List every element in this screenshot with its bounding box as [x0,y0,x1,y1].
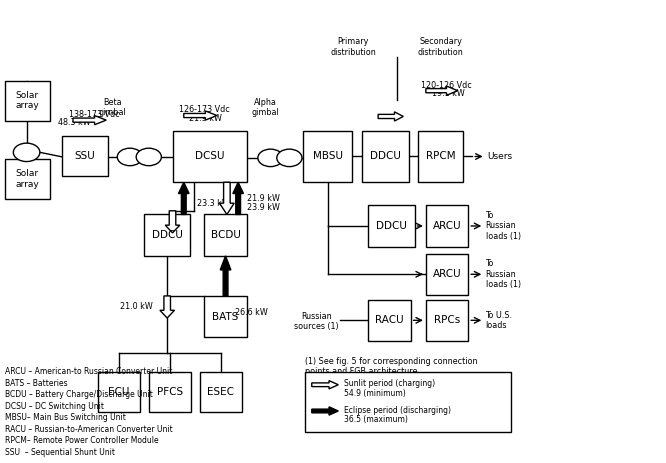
Text: DCSU: DCSU [195,151,224,162]
FancyBboxPatch shape [368,300,411,341]
Text: ECU: ECU [108,387,129,397]
FancyBboxPatch shape [368,205,414,247]
Text: To
Russian
loads (1): To Russian loads (1) [486,211,521,241]
Text: ESEC: ESEC [207,387,234,397]
Text: Alpha
gimbal: Alpha gimbal [252,98,279,117]
Text: BATS: BATS [212,312,238,322]
Text: RPCs: RPCs [434,315,460,325]
Text: Russian
sources (1): Russian sources (1) [294,312,339,331]
Text: DDCU: DDCU [152,230,182,240]
Text: MBSU– Main Bus Switching Unit: MBSU– Main Bus Switching Unit [5,413,126,422]
Text: 126-173 Vdc: 126-173 Vdc [179,105,230,114]
Text: RACU: RACU [375,315,404,325]
Polygon shape [220,182,234,214]
Text: 23.9 kW: 23.9 kW [247,203,280,212]
FancyBboxPatch shape [97,372,140,412]
Text: BATS – Batteries: BATS – Batteries [5,379,67,388]
Circle shape [277,149,302,167]
FancyBboxPatch shape [144,214,190,256]
FancyBboxPatch shape [5,159,50,199]
FancyBboxPatch shape [362,131,409,182]
Polygon shape [160,296,174,318]
Polygon shape [165,211,180,233]
Text: 48.3 kW: 48.3 kW [58,118,91,126]
Text: RACU – Russian-to-American Converter Unit: RACU – Russian-to-American Converter Uni… [5,425,172,434]
FancyBboxPatch shape [200,372,242,412]
Circle shape [258,149,283,167]
FancyBboxPatch shape [5,81,50,121]
Polygon shape [312,407,338,415]
Text: 54.9 (minimum): 54.9 (minimum) [344,388,406,398]
Text: DDCU: DDCU [370,151,401,162]
Circle shape [136,148,161,166]
FancyBboxPatch shape [303,131,352,182]
Text: PFCS: PFCS [157,387,183,397]
Polygon shape [378,112,404,121]
FancyBboxPatch shape [426,254,468,295]
Text: Eclipse period (discharging): Eclipse period (discharging) [344,406,451,414]
Text: 21.9 kW: 21.9 kW [189,114,222,123]
Polygon shape [73,116,106,125]
Text: To
Russian
loads (1): To Russian loads (1) [486,259,521,289]
Text: 19.1 kW: 19.1 kW [432,89,466,98]
Polygon shape [426,86,458,95]
FancyBboxPatch shape [418,131,463,182]
Text: Beta
gimbal: Beta gimbal [99,98,127,117]
Text: ARCU – American-to Russian Converter Unit: ARCU – American-to Russian Converter Uni… [5,367,172,376]
Text: BCDU: BCDU [210,230,240,240]
Circle shape [117,148,143,166]
Polygon shape [220,256,231,296]
Text: Solar
array: Solar array [15,169,39,189]
Text: To U.S.
loads: To U.S. loads [486,311,513,330]
Text: Users: Users [488,152,513,161]
Polygon shape [184,111,217,120]
Text: 138-173 Vdc: 138-173 Vdc [69,110,120,119]
Text: (1) See fig. 5 for corresponding connection
points and FGB architecture: (1) See fig. 5 for corresponding connect… [305,357,478,376]
FancyBboxPatch shape [172,131,247,182]
Polygon shape [233,182,244,214]
FancyBboxPatch shape [426,205,468,247]
Text: Sunlit period (charging): Sunlit period (charging) [344,379,435,388]
FancyBboxPatch shape [149,372,191,412]
Text: DDCU: DDCU [376,221,407,231]
Text: DCSU – DC Switching Unit: DCSU – DC Switching Unit [5,402,104,411]
Circle shape [13,143,40,162]
Text: Secondary
distribution: Secondary distribution [418,37,464,56]
Text: Primary
distribution: Primary distribution [330,37,376,56]
Text: ARCU: ARCU [433,269,462,279]
Text: 21.9 kW: 21.9 kW [247,194,280,203]
Text: 23.3 kW: 23.3 kW [197,200,230,208]
FancyBboxPatch shape [204,296,248,338]
Polygon shape [178,182,189,214]
Text: ARCU: ARCU [433,221,462,231]
Text: 26.6 kW: 26.6 kW [235,307,268,317]
Text: Solar
array: Solar array [15,91,39,111]
FancyBboxPatch shape [204,214,248,256]
Text: BCDU – Battery Charge/Discharge Unit: BCDU – Battery Charge/Discharge Unit [5,390,153,399]
FancyBboxPatch shape [63,136,107,176]
Text: 21.0 kW: 21.0 kW [120,301,153,311]
Text: RPCM: RPCM [426,151,456,162]
Text: RPCM– Remote Power Controller Module: RPCM– Remote Power Controller Module [5,436,159,445]
FancyBboxPatch shape [305,372,511,432]
Polygon shape [312,381,338,389]
Text: SSU: SSU [75,151,95,161]
Text: 120-126 Vdc: 120-126 Vdc [420,81,472,90]
Text: 36.5 (maximum): 36.5 (maximum) [344,415,408,424]
FancyBboxPatch shape [426,300,468,341]
Text: SSU  – Sequential Shunt Unit: SSU – Sequential Shunt Unit [5,448,115,457]
Text: MBSU: MBSU [313,151,343,162]
